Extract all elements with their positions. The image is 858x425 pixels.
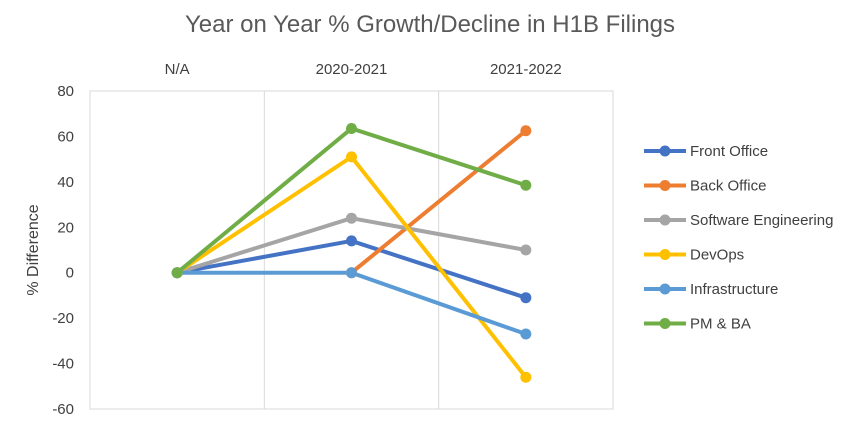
x-category-labels: N/A 2020-2021 2021-2022 xyxy=(165,61,562,78)
legend-label-front-office: Front Office xyxy=(690,143,768,160)
data-point-back-office xyxy=(520,125,532,137)
legend-swatch-marker xyxy=(659,249,671,260)
x-category-label: 2020-2021 xyxy=(316,61,388,78)
y-tick-label: 0 xyxy=(66,265,74,282)
legend-label-back-office: Back Office xyxy=(690,178,766,195)
legend-label-software-engineering: Software Engineering xyxy=(690,212,833,229)
series-line-pm-and-ba xyxy=(175,126,528,275)
y-tick-label: -40 xyxy=(52,356,74,373)
series-line-devops xyxy=(175,154,528,380)
chart-title: Year on Year % Growth/Decline in H1B Fil… xyxy=(185,11,675,38)
data-point-front-office xyxy=(520,292,532,304)
y-tick-label: 40 xyxy=(57,174,74,191)
data-point-pm-and-ba xyxy=(346,122,357,134)
y-tick-label: 20 xyxy=(57,219,74,236)
legend-swatch-marker xyxy=(659,283,671,295)
y-tick-label: -20 xyxy=(52,310,74,327)
plot-area-border xyxy=(89,90,614,410)
legend-swatch-marker xyxy=(659,145,671,157)
x-category-label: 2021-2022 xyxy=(490,61,562,78)
legend-label-infrastructure: Infrastructure xyxy=(690,281,778,298)
data-point-software-engineering xyxy=(346,212,357,224)
y-tick-label: -60 xyxy=(52,401,74,418)
series-lines xyxy=(175,126,528,380)
legend-swatch-marker xyxy=(659,318,671,329)
series-points xyxy=(171,122,532,383)
gridlines xyxy=(89,90,614,410)
legend-label-pm-and-ba: PM & BA xyxy=(690,316,751,333)
y-axis-label: % Difference xyxy=(25,204,42,295)
data-point-software-engineering xyxy=(520,244,532,256)
x-category-label: N/A xyxy=(165,61,190,78)
data-point-devops xyxy=(346,151,357,163)
y-tick-label: 60 xyxy=(57,128,74,145)
legend-swatch-marker xyxy=(659,180,671,191)
data-point-devops xyxy=(520,371,532,383)
data-point-front-office xyxy=(346,235,357,247)
series-line-back-office xyxy=(349,128,528,275)
legend-label-devops: DevOps xyxy=(690,247,744,264)
legend-swatch-marker xyxy=(659,214,671,226)
y-tick-labels: -60 -40 -20 0 20 40 60 80 xyxy=(52,83,74,418)
data-point-infrastructure xyxy=(520,328,532,340)
data-point-pm-and-ba xyxy=(171,267,183,279)
legend: Front Office Back Office Software Engineer… xyxy=(644,143,833,333)
data-point-infrastructure xyxy=(346,267,357,279)
data-point-pm-and-ba xyxy=(520,179,532,191)
y-tick-label: 80 xyxy=(57,83,74,100)
